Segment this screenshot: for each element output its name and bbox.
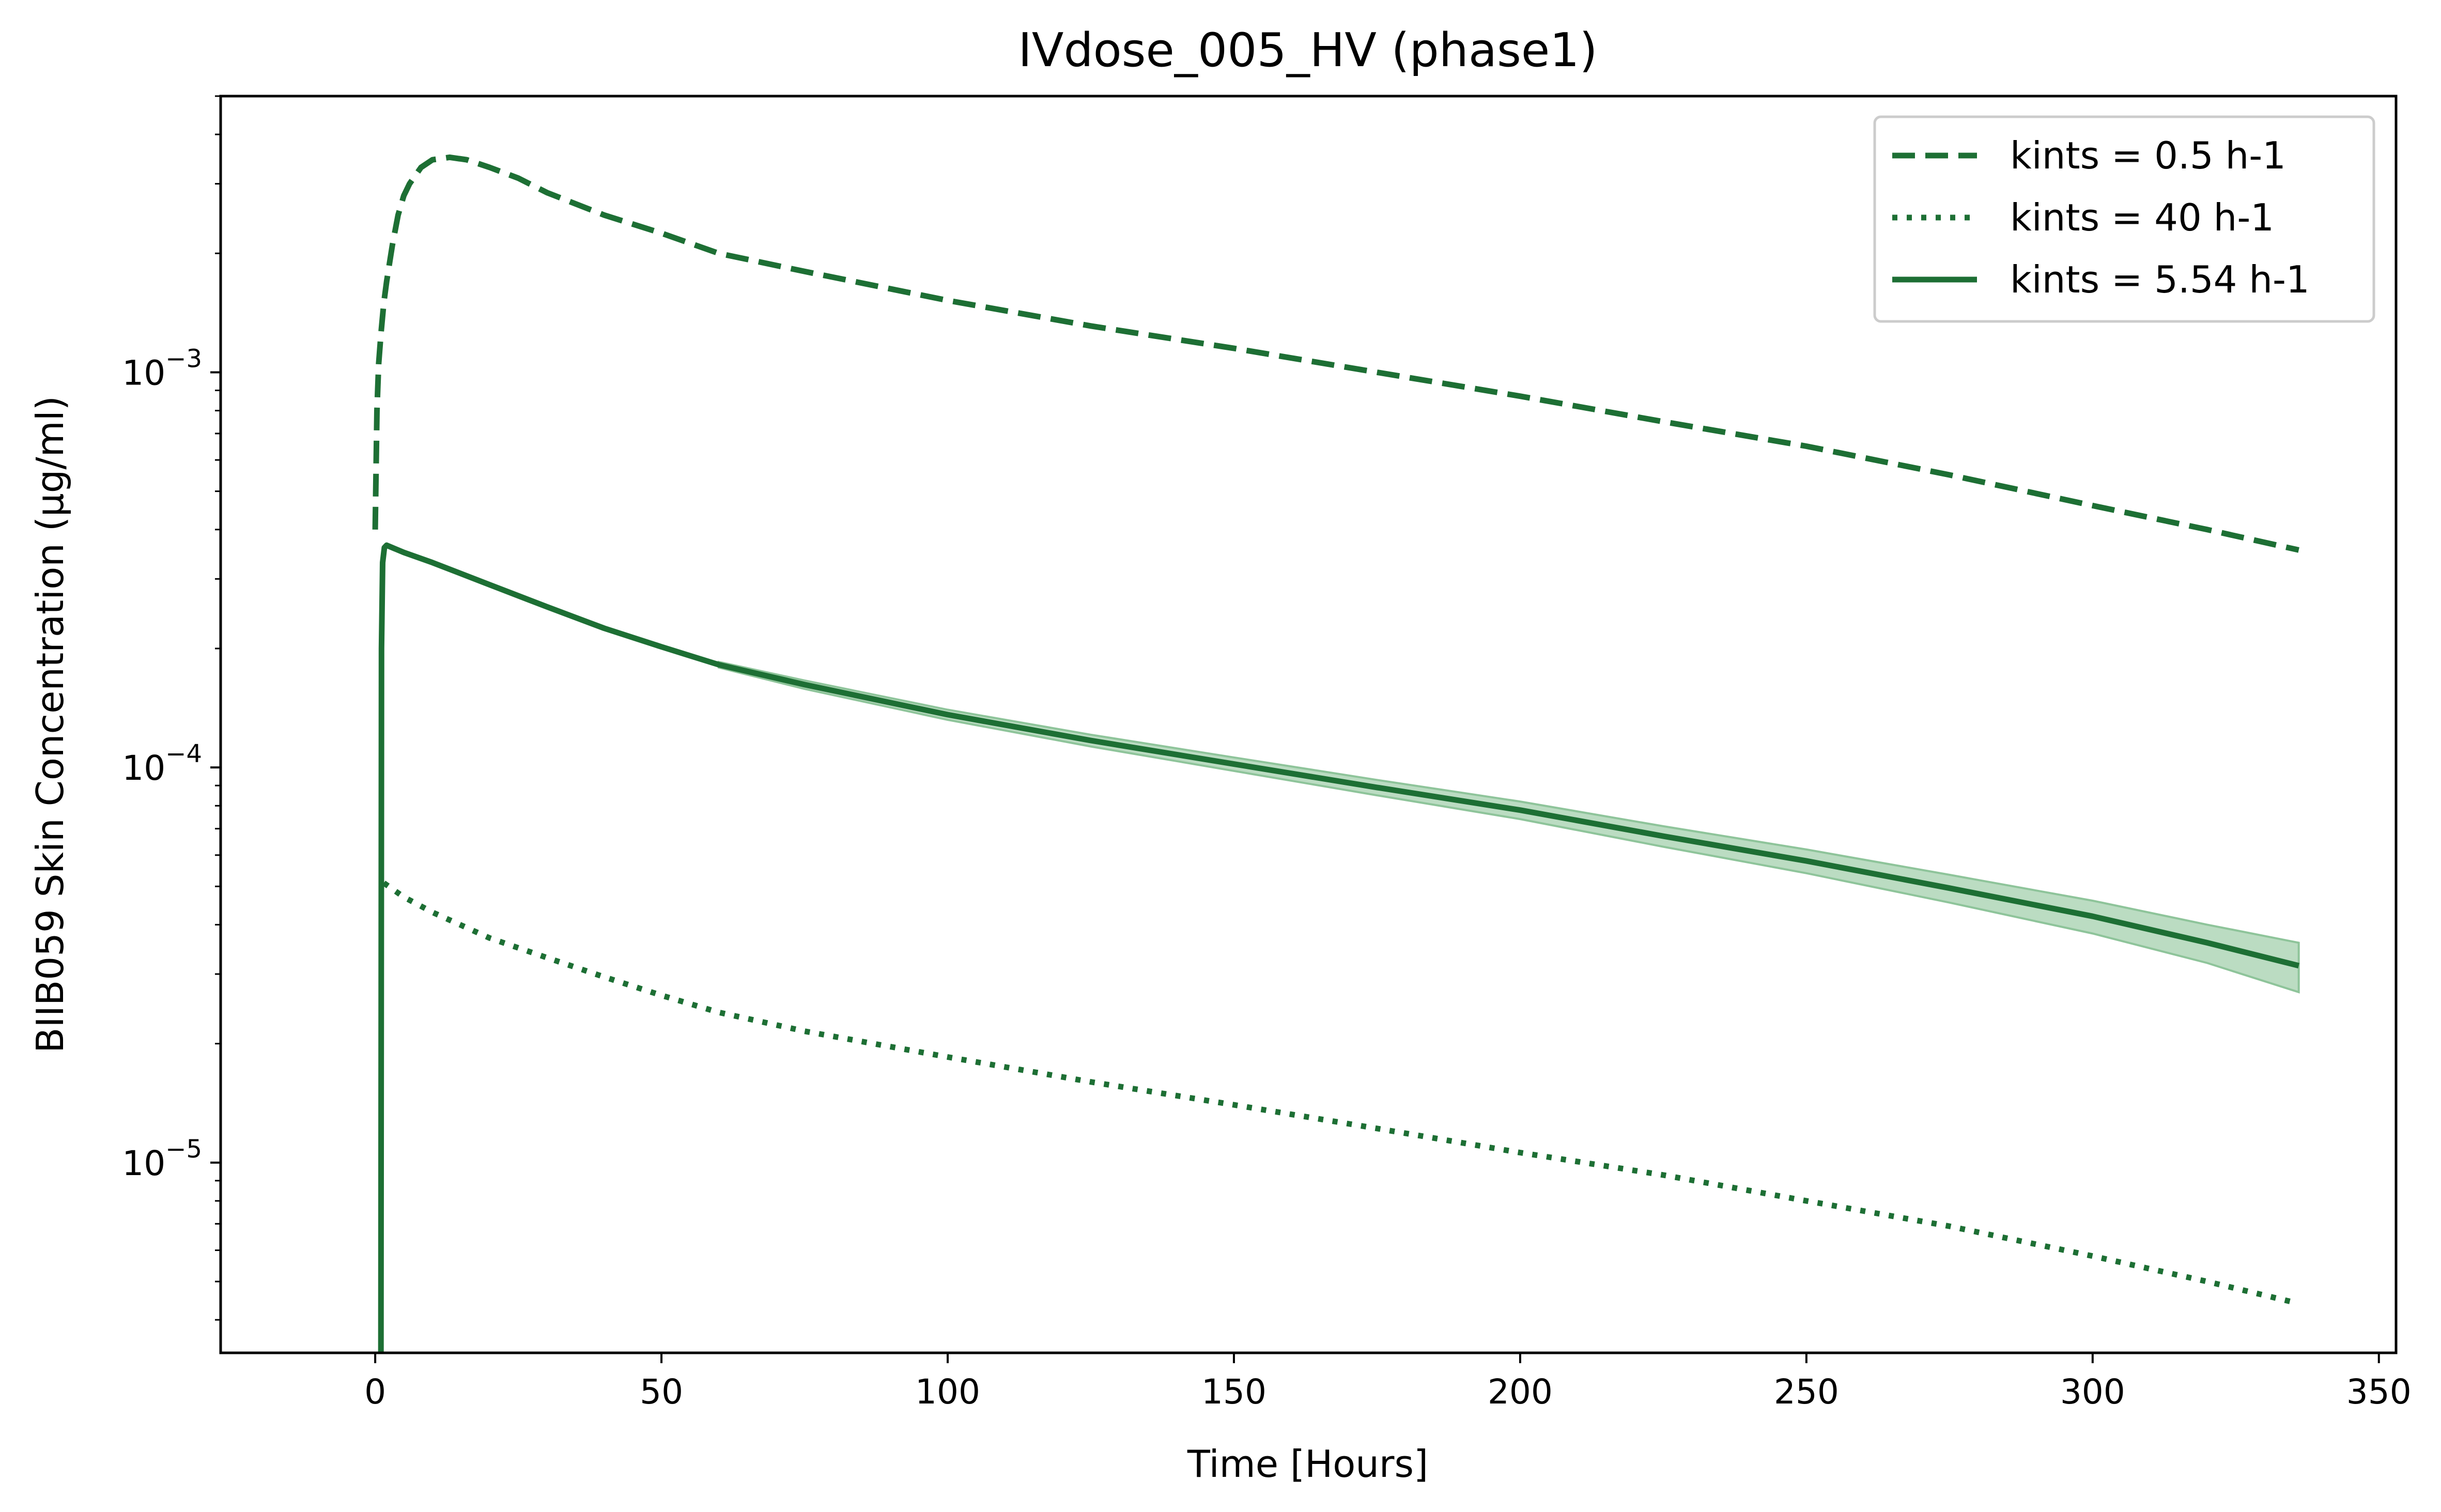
x-axis-ticks: 0 50 100 150 200 250 300 350 (364, 1353, 2412, 1412)
y-tick-label: 10−5 (122, 1135, 202, 1183)
y-axis-ticks: 10−3 10−4 10−5 (122, 95, 221, 1321)
legend: kints = 0.5 h-1 kints = 40 h-1 kints = 5.5… (1873, 115, 2375, 323)
series-layer (372, 154, 2300, 1353)
x-tick-label: 100 (915, 1372, 980, 1412)
series-line-kints-5-54-h-1 (378, 542, 2300, 1353)
x-tick-label: 200 (1488, 1372, 1553, 1412)
axes-frame (219, 95, 2398, 1354)
legend-label-kints-40-h-1: kints = 40 h-1 (2010, 196, 2274, 239)
x-axis-label: Time [Hours] (1187, 1442, 1428, 1486)
legend-box (1873, 115, 2375, 323)
x-tick-label: 50 (640, 1372, 683, 1412)
legend-label-kints-5-54-h-1: kints = 5.54 h-1 (2010, 258, 2310, 301)
x-tick-label: 300 (2060, 1372, 2125, 1412)
x-tick-label: 0 (364, 1372, 386, 1412)
y-axis-label: BIIB059 Skin Concentration (µg/ml) (28, 396, 72, 1053)
x-tick-label: 250 (1774, 1372, 1839, 1412)
x-tick-label: 150 (1201, 1372, 1266, 1412)
y-tick-label: 10−4 (122, 739, 202, 788)
series-line-kints-0-5-h-1 (372, 154, 2299, 553)
legend-label-kints-0-5-h-1: kints = 0.5 h-1 (2010, 134, 2286, 177)
chart-title: IVdose_005_HV (phase1) (1018, 23, 1597, 78)
y-tick-label: 10−3 (122, 344, 202, 393)
series-line-kints-40-h-1 (382, 881, 2299, 1306)
x-tick-label: 350 (2346, 1372, 2412, 1412)
